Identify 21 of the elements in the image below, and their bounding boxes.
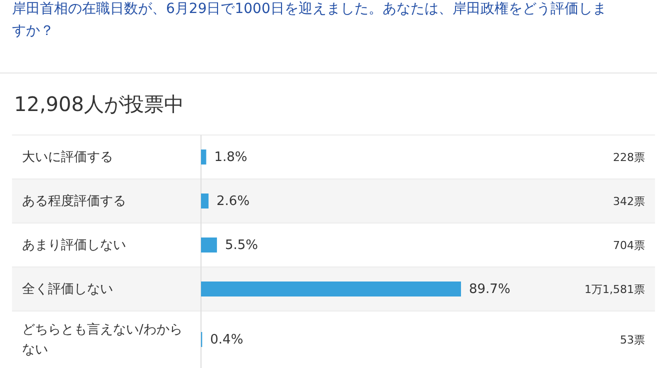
data-label: 89.7% <box>469 282 510 296</box>
data-label: 2.6% <box>216 194 250 208</box>
text: 1万1,581票 <box>584 282 645 296</box>
text: 228票 <box>613 150 645 164</box>
y-tick-label: ある程度評価する <box>22 192 126 208</box>
data-label: 1.8% <box>214 150 248 164</box>
bar <box>201 194 209 208</box>
y-tick-label: どちらとも言えない/わからない <box>22 320 182 358</box>
y-tick-label: 大いに評価する <box>22 150 113 164</box>
y-tick-label: 全く評価しない <box>22 282 113 296</box>
text: 342票 <box>613 194 645 208</box>
data-label: 0.4% <box>210 332 244 347</box>
bar <box>201 282 461 296</box>
text: 53票 <box>620 333 645 346</box>
chart-subtitle: 12,908人が投票中 <box>14 92 184 116</box>
bar <box>201 150 206 164</box>
y-tick-label: あまり評価しない <box>22 238 126 252</box>
text: 704票 <box>613 238 645 252</box>
chart-title: 岸田首相の在職日数が、6月29日で1000日を迎えました。あなたは、岸田政権をどう評価しますか？ <box>12 1 606 39</box>
bar <box>201 238 217 252</box>
data-label: 5.5% <box>224 238 258 252</box>
